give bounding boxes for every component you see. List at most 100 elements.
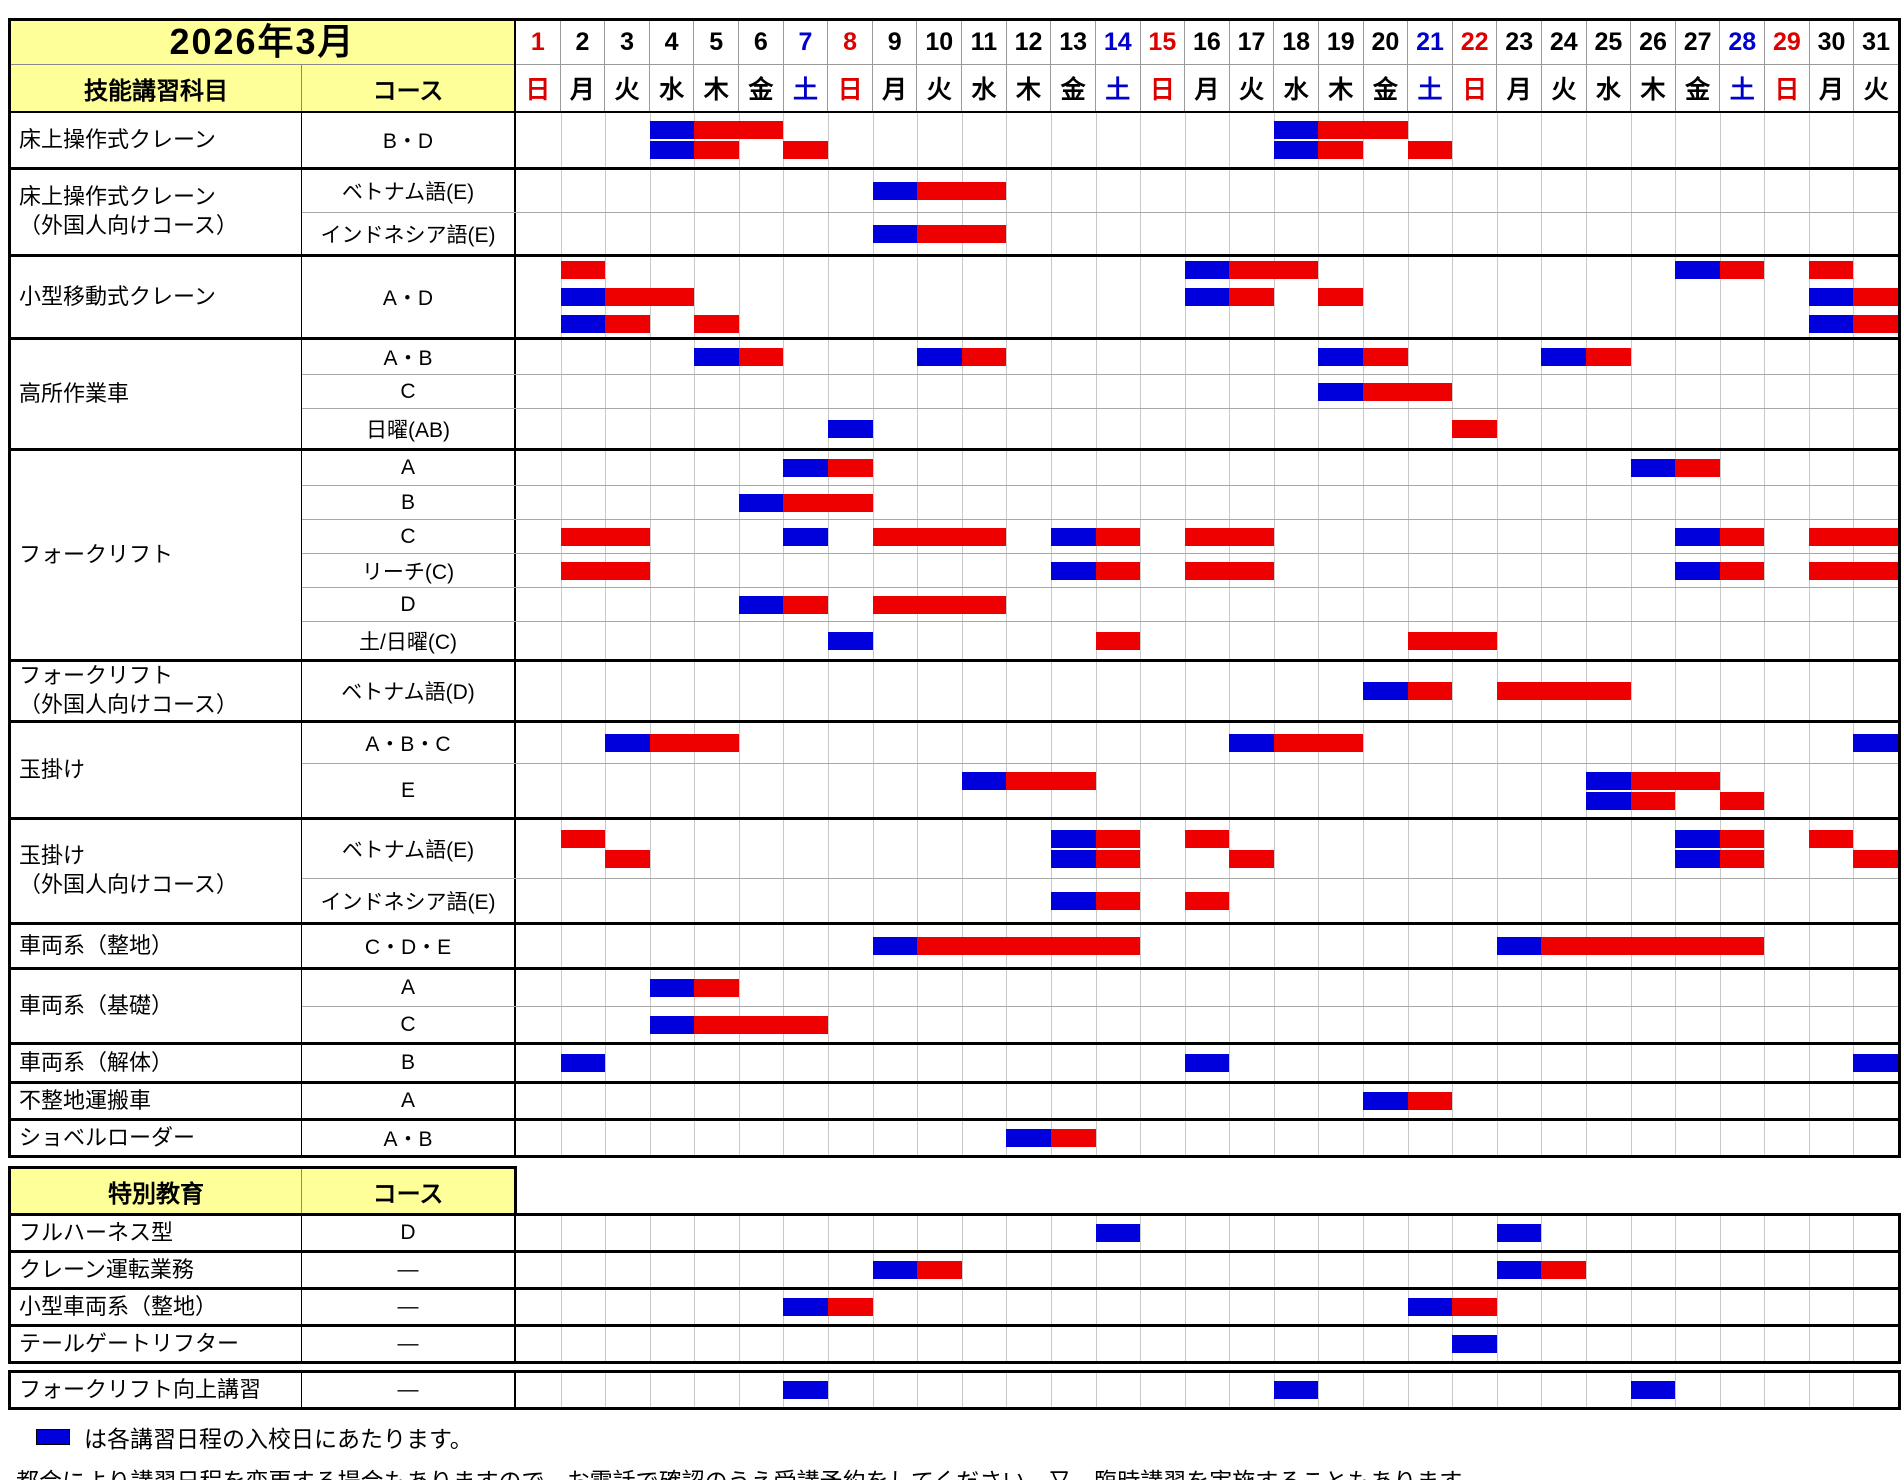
day-gridline [1853, 340, 1855, 374]
day-gridline [1719, 1084, 1721, 1118]
day-gridline [1273, 340, 1275, 374]
day-gridline [694, 409, 696, 448]
day-gridline [1140, 1373, 1142, 1407]
day-gridline [1585, 1121, 1587, 1155]
day-number-row: 1 2 3 4 5 6 7 8 9 10 11 12 13 14 15 16 17 18 19 20 21 22 23 24 2… [516, 21, 1898, 65]
day-gridline [738, 1084, 740, 1118]
day-gridline [1496, 554, 1498, 587]
day-gridline [1006, 1373, 1008, 1407]
day-gridline [872, 622, 874, 659]
entry-day-bar [1184, 1054, 1230, 1072]
day-gridline [605, 340, 607, 374]
day-gridline [917, 486, 919, 519]
weekday-cell: 土 [1094, 65, 1140, 111]
day-gridline [783, 113, 785, 167]
day-gridline [1764, 1084, 1766, 1118]
entry-day-bar [783, 459, 829, 477]
day-gridline [1006, 1327, 1008, 1361]
day-gridline [1764, 820, 1766, 878]
day-gridline [1452, 764, 1454, 817]
day-gridline [1050, 1007, 1052, 1042]
day-gridline [1273, 925, 1275, 967]
day-gridline [1006, 820, 1008, 878]
day-gridline [649, 1327, 651, 1361]
day-gridline [917, 764, 919, 817]
course-cell: 土/日曜(C) [302, 622, 516, 659]
day-gridline [1006, 879, 1008, 922]
day-gridline [605, 820, 607, 878]
entry-day-bar [1273, 141, 1319, 159]
day-gridline [1140, 622, 1142, 659]
group-rows: A・D [302, 257, 1898, 337]
day-gridline [1719, 170, 1721, 212]
day-gridline [1095, 451, 1097, 485]
day-number-cell: 26 [1630, 21, 1675, 64]
subject-cell: 玉掛け （外国人向けコース） [11, 820, 302, 922]
day-gridline [1407, 520, 1409, 553]
day-gridline [872, 662, 874, 720]
special-header-title: 特別教育 [11, 1169, 302, 1213]
day-gridline [560, 622, 562, 659]
day-gridline [1496, 409, 1498, 448]
entry-day-bar [1675, 830, 1720, 848]
column-header-course: コース [372, 77, 444, 105]
group-rows: A B C リーチ(C) D 土/日曜(C) [302, 451, 1898, 659]
subject-group: 高所作業車 A・B C 日曜(AB) [11, 337, 1898, 448]
day-gridline [1452, 820, 1454, 878]
day-number-cell: 30 [1808, 21, 1854, 64]
course-cell: E [302, 764, 516, 817]
training-day-bar [1095, 528, 1141, 546]
day-gridline [783, 764, 785, 817]
subject-label: 高所作業車 [19, 380, 130, 406]
day-gridline [1229, 170, 1231, 212]
weekday-cell: 土 [782, 65, 828, 111]
day-gridline [1585, 820, 1587, 878]
legend-text: は各講習日程の入校日にあたります。 [84, 1426, 473, 1452]
schedule-row: A・B [302, 340, 1898, 374]
day-strip [516, 1216, 1898, 1250]
day-gridline [1318, 520, 1320, 553]
day-gridline [1675, 1084, 1677, 1118]
day-gridline [560, 764, 562, 817]
day-number-cell: 17 [1228, 21, 1274, 64]
day-gridline [1541, 113, 1543, 167]
day-gridline [828, 257, 830, 337]
day-gridline [1318, 662, 1320, 720]
day-gridline [1630, 1007, 1632, 1042]
day-gridline [1630, 1084, 1632, 1118]
day-gridline [560, 662, 562, 720]
day-gridline [605, 375, 607, 408]
day-gridline [1184, 1007, 1186, 1042]
day-gridline [1764, 213, 1766, 254]
day-gridline [1229, 1007, 1231, 1042]
day-gridline [1095, 588, 1097, 621]
day-gridline [1452, 113, 1454, 167]
day-gridline [1273, 451, 1275, 485]
group-rows: — [302, 1327, 1898, 1361]
day-gridline [1853, 1327, 1855, 1361]
day-gridline [1229, 213, 1231, 254]
day-gridline [1585, 622, 1587, 659]
day-gridline [917, 1084, 919, 1118]
group-rows: A [302, 1084, 1898, 1118]
day-gridline [1719, 723, 1721, 763]
day-gridline [1452, 170, 1454, 212]
training-day-bar [828, 1298, 873, 1316]
day-gridline [872, 820, 874, 878]
day-gridline [1140, 764, 1142, 817]
day-gridline [1006, 723, 1008, 763]
day-gridline [605, 1253, 607, 1287]
day-gridline [1050, 451, 1052, 485]
day-gridline [1140, 1216, 1142, 1250]
day-gridline [738, 1290, 740, 1324]
day-gridline [1541, 1045, 1543, 1081]
day-gridline [1719, 1216, 1721, 1250]
day-gridline [1140, 554, 1142, 587]
day-number-cell: 16 [1184, 21, 1229, 64]
day-gridline [738, 409, 740, 448]
day-gridline [649, 1045, 651, 1081]
day-gridline [1719, 486, 1721, 519]
day-gridline [1184, 486, 1186, 519]
day-gridline [1229, 1290, 1231, 1324]
day-gridline [649, 764, 651, 817]
